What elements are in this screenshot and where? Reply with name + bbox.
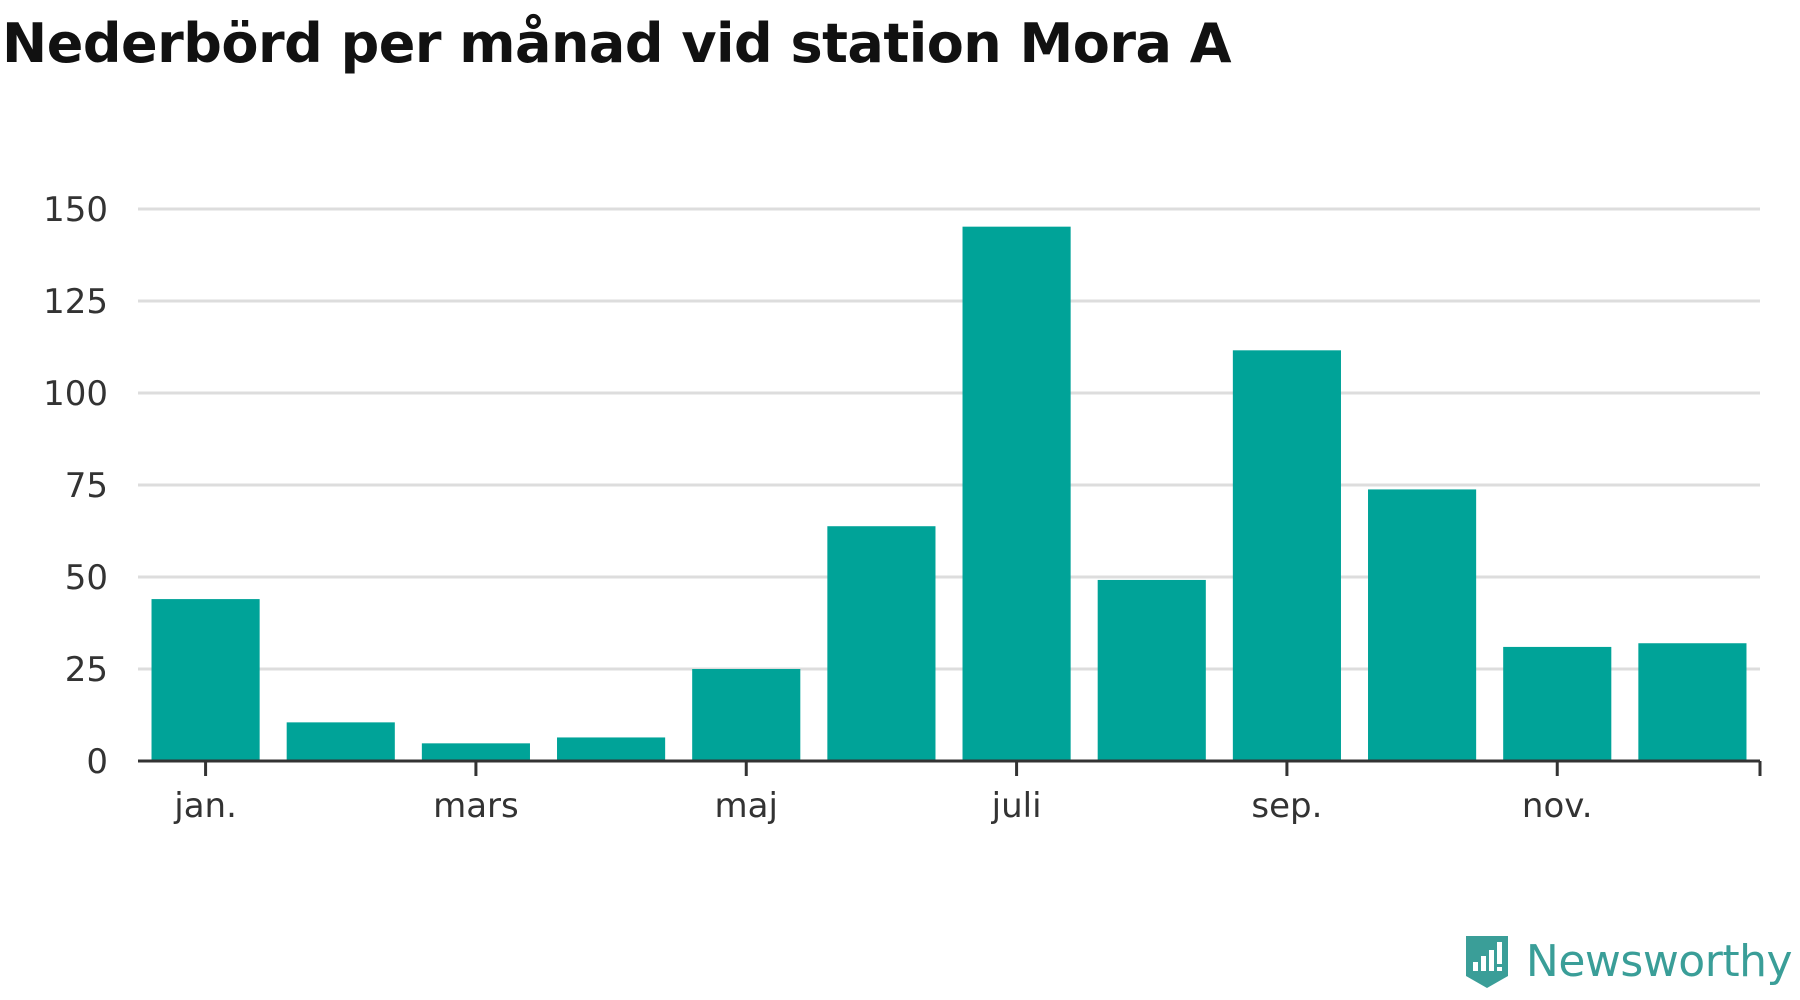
bar-juli: [962, 226, 1071, 761]
x-tick-label-jan: jan.: [173, 786, 237, 826]
newsworthy-brand: Newsworthy: [1462, 932, 1793, 992]
x-axis: [138, 759, 1762, 776]
y-tick-label-50: 50: [65, 558, 108, 598]
bar-juni: [827, 526, 936, 761]
bar-nov: [1503, 646, 1612, 761]
x-tick-label-juli: juli: [991, 786, 1042, 826]
chart-title: Nederbörd per månad vid station Mora A: [2, 12, 1232, 75]
x-tick-label-mars: mars: [433, 786, 519, 826]
bar-jan: [151, 599, 260, 761]
y-tick-label-0: 0: [86, 742, 108, 782]
y-tick-label-100: 100: [43, 374, 108, 414]
bar-feb: [286, 722, 395, 761]
x-tick-label-nov: nov.: [1522, 786, 1593, 826]
y-axis-labels: 0 25 50 75 100 125 150: [43, 190, 108, 782]
bar-maj: [692, 669, 801, 761]
brand-name: Newsworthy: [1525, 936, 1793, 987]
y-tick-label-25: 25: [65, 650, 108, 690]
bar-apr: [557, 737, 666, 761]
newsworthy-logo-icon: [1465, 936, 1508, 988]
y-tick-label-150: 150: [43, 190, 108, 230]
y-tick-label-75: 75: [65, 466, 108, 506]
bar-okt: [1368, 489, 1477, 761]
bar-sep: [1232, 350, 1341, 761]
bar-dec: [1638, 643, 1747, 761]
bar-aug: [1097, 579, 1206, 761]
bars: [151, 226, 1747, 761]
x-tick-label-maj: maj: [715, 786, 778, 826]
y-tick-label-125: 125: [43, 282, 108, 322]
grid-layer: [138, 207, 1760, 671]
x-tick-label-sep: sep.: [1251, 786, 1322, 826]
bar-mars: [421, 743, 530, 761]
x-axis-labels: jan. mars maj juli sep. nov.: [173, 786, 1592, 826]
